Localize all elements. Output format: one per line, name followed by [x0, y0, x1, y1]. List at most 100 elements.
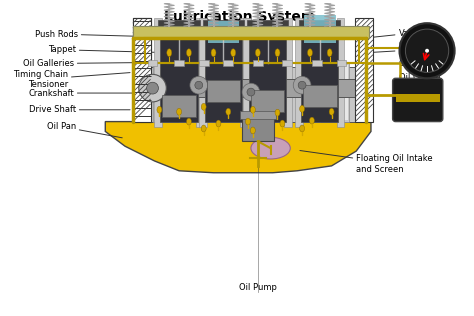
Ellipse shape	[308, 49, 312, 57]
Ellipse shape	[250, 127, 255, 134]
Bar	[179, 63, 189, 122]
Bar	[209, 63, 219, 122]
Ellipse shape	[186, 49, 191, 57]
Ellipse shape	[329, 108, 334, 115]
Bar	[208, 21, 239, 43]
Ellipse shape	[226, 108, 231, 115]
Bar	[337, 60, 346, 65]
Bar	[154, 64, 161, 120]
Ellipse shape	[300, 125, 305, 132]
Bar	[301, 38, 338, 122]
Bar	[196, 18, 204, 126]
Bar	[303, 85, 337, 107]
Bar	[253, 60, 263, 65]
Ellipse shape	[246, 118, 250, 125]
Bar	[135, 79, 364, 97]
Text: Oil Pump: Oil Pump	[239, 283, 277, 292]
Bar	[210, 64, 218, 120]
Text: Rocker Shaft: Rocker Shaft	[0, 315, 1, 316]
Bar	[251, 90, 284, 112]
Bar	[207, 80, 240, 102]
Bar	[133, 18, 151, 122]
Circle shape	[298, 81, 306, 89]
Ellipse shape	[251, 137, 290, 159]
Circle shape	[146, 82, 158, 94]
Bar	[223, 60, 233, 65]
Ellipse shape	[157, 106, 162, 113]
Circle shape	[425, 49, 429, 53]
Ellipse shape	[216, 120, 221, 127]
Text: Tappet: Tappet	[48, 45, 167, 54]
Bar	[147, 60, 157, 65]
Ellipse shape	[275, 49, 280, 57]
Circle shape	[400, 23, 455, 78]
Ellipse shape	[310, 117, 314, 124]
Text: Timing Chain
Tensioner: Timing Chain Tensioner	[13, 70, 130, 89]
Bar	[340, 64, 348, 120]
Ellipse shape	[211, 49, 216, 57]
Bar	[203, 20, 244, 38]
Bar	[180, 64, 188, 120]
Bar	[310, 63, 320, 122]
Circle shape	[247, 88, 255, 96]
Bar	[337, 18, 345, 126]
Bar	[295, 18, 303, 126]
Bar	[243, 63, 253, 122]
Bar	[311, 64, 319, 120]
Bar	[174, 60, 184, 65]
Text: Crankshaft: Crankshaft	[28, 88, 136, 98]
Circle shape	[190, 76, 208, 94]
Bar	[145, 38, 359, 63]
FancyBboxPatch shape	[392, 78, 443, 122]
Text: Oil Pan: Oil Pan	[46, 122, 122, 138]
Text: Floating Oil Intake
and Screen: Floating Oil Intake and Screen	[300, 150, 433, 173]
Bar	[133, 26, 369, 38]
Text: Oil Gauge: Oil Gauge	[399, 73, 440, 82]
Circle shape	[242, 83, 260, 101]
Text: Drive Shaft: Drive Shaft	[28, 105, 130, 114]
Bar	[242, 117, 273, 141]
Bar	[283, 60, 292, 65]
Ellipse shape	[186, 118, 191, 125]
Text: Oil Filter: Oil Filter	[396, 94, 434, 103]
Ellipse shape	[201, 125, 206, 132]
Text: Push Rods: Push Rods	[35, 29, 160, 39]
Circle shape	[293, 76, 311, 94]
Bar	[284, 18, 292, 126]
Text: Rocker Arms: Rocker Arms	[0, 315, 1, 316]
Bar	[240, 18, 248, 126]
Bar	[244, 64, 252, 120]
Bar	[279, 64, 286, 120]
Bar	[277, 63, 287, 122]
Text: Camshaft: Camshaft	[369, 59, 438, 68]
Bar	[247, 20, 288, 38]
Ellipse shape	[167, 49, 172, 57]
Ellipse shape	[255, 49, 260, 57]
Bar	[199, 18, 207, 126]
Ellipse shape	[201, 103, 206, 110]
Ellipse shape	[300, 105, 305, 112]
Circle shape	[195, 81, 203, 89]
Bar	[155, 18, 163, 126]
Ellipse shape	[275, 109, 280, 116]
Bar	[243, 18, 251, 126]
Circle shape	[405, 29, 449, 72]
Polygon shape	[105, 122, 371, 173]
Bar	[299, 20, 340, 38]
Bar	[153, 63, 163, 122]
Bar	[339, 63, 349, 122]
Bar	[160, 38, 198, 122]
Text: Cylinder
Head: Cylinder Head	[369, 40, 434, 59]
Text: Lubrication System: Lubrication System	[164, 10, 316, 24]
Bar	[133, 18, 151, 122]
Ellipse shape	[231, 49, 236, 57]
Bar	[158, 20, 200, 38]
Bar	[355, 18, 373, 122]
Bar	[249, 38, 286, 122]
Bar	[100, 25, 391, 286]
Ellipse shape	[280, 120, 285, 127]
Circle shape	[139, 74, 166, 102]
Bar	[205, 38, 242, 122]
Text: Oil Galleries: Oil Galleries	[23, 59, 142, 68]
Ellipse shape	[177, 108, 182, 115]
